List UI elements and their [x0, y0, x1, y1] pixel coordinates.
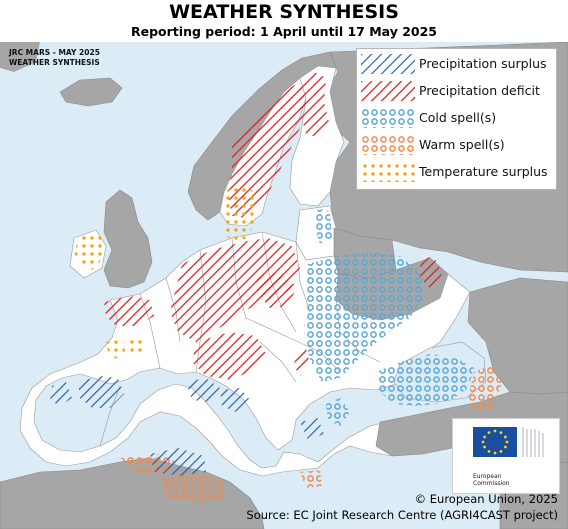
- iceland: [59, 77, 123, 107]
- eu-logo-line2: Commission: [473, 480, 510, 487]
- great-britain: [103, 189, 153, 289]
- map-title: WEATHER SYNTHESIS: [169, 1, 399, 23]
- legend-item-precipitation-deficit: Precipitation deficit: [357, 78, 556, 104]
- map-tag-line2: WEATHER SYNTHESIS: [9, 58, 100, 67]
- precipitation-surplus-areas: [50, 376, 324, 476]
- eu-logo-text: European Commission: [473, 473, 510, 487]
- source-text: Source: EC Joint Research Centre (AGRI4C…: [246, 508, 558, 522]
- map-tag-line1: JRC MARS - MAY 2025: [9, 48, 100, 57]
- circles-orange-swatch: [361, 135, 415, 155]
- temperature-surplus-areas: [74, 182, 256, 360]
- precipitation-deficit-areas: [104, 72, 442, 380]
- dots-yellow-swatch: [361, 162, 415, 182]
- legend-label: Warm spell(s): [419, 137, 505, 152]
- european-commission-logo: European Commission: [452, 418, 560, 494]
- copyright-text: © European Union, 2025: [414, 492, 558, 506]
- circles-blue-swatch: [361, 108, 415, 128]
- legend-label: Cold spell(s): [419, 110, 497, 125]
- legend-label: Precipitation surplus: [419, 56, 547, 71]
- legend-label: Precipitation deficit: [419, 83, 540, 98]
- cold-spell-areas: [304, 208, 474, 426]
- eu-flag-icon: [473, 427, 544, 457]
- legend-item-warm-spell: Warm spell(s): [357, 132, 556, 158]
- greenland-edge: [0, 42, 40, 72]
- legend-label: Temperature surplus: [419, 164, 548, 179]
- legend: Precipitation surplus Precipitation defi…: [356, 48, 557, 190]
- legend-item-temperature-surplus: Temperature surplus: [357, 159, 556, 185]
- legend-item-cold-spell: Cold spell(s): [357, 105, 556, 131]
- legend-item-precipitation-surplus: Precipitation surplus: [357, 51, 556, 77]
- hatch-blue-swatch: [361, 54, 415, 74]
- hatch-red-swatch: [361, 81, 415, 101]
- eu-logo-line1: European: [473, 473, 502, 480]
- map-subtitle: Reporting period: 1 April until 17 May 2…: [131, 24, 437, 39]
